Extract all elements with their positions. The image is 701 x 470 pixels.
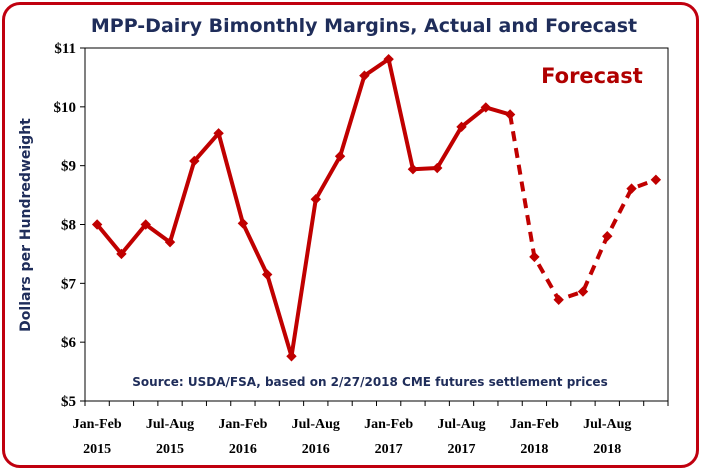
data-point	[626, 183, 637, 194]
x-axis: Jan-Feb 2015 Jul-Aug 2015 Jan-Feb 2016 Jul-Aug…	[73, 401, 669, 457]
chart-title: MPP-Dairy Bimonthly Margins, Actual and …	[91, 15, 637, 37]
data-point	[383, 53, 394, 65]
data-points	[91, 53, 662, 362]
x-tick-label: Jan-Feb	[364, 417, 413, 432]
y-tick-label: $5	[61, 394, 76, 410]
source-note: Source: USDA/FSA, based on 2/27/2018 CME…	[132, 375, 607, 389]
x-tick-year: 2016	[302, 442, 330, 457]
x-tick-year: 2016	[229, 442, 257, 457]
series-line-actual	[95, 57, 511, 359]
data-point	[261, 269, 273, 280]
x-tick-label: Jul-Aug	[437, 417, 485, 432]
x-tick-year: 2018	[593, 442, 621, 457]
x-tick-label: Jul-Aug	[583, 417, 631, 432]
data-point	[116, 248, 127, 260]
x-tick-year: 2017	[375, 442, 403, 457]
data-point	[237, 218, 249, 229]
y-axis: $5 $6 $7 $8 $9 $10 $11	[54, 41, 85, 410]
data-point	[553, 294, 564, 306]
data-point	[286, 351, 297, 362]
x-tick-label: Jan-Feb	[218, 417, 267, 432]
data-point	[189, 155, 200, 167]
y-tick-label: $8	[61, 218, 76, 234]
data-point	[164, 236, 176, 248]
data-point	[577, 286, 589, 297]
x-tick-label: Jan-Feb	[73, 417, 122, 432]
x-tick-year: 2018	[520, 442, 548, 457]
x-tick-year: 2015	[83, 442, 111, 457]
x-tick-label: Jan-Feb	[510, 417, 559, 432]
y-axis-label: Dollars per Hundredweight	[18, 118, 34, 332]
data-point	[432, 162, 443, 174]
data-point	[504, 109, 516, 120]
data-point	[529, 251, 540, 263]
x-tick-year: 2015	[156, 442, 184, 457]
y-tick-label: $9	[61, 159, 76, 175]
y-tick-label: $11	[54, 41, 76, 57]
x-tick-label: Jul-Aug	[146, 417, 194, 432]
data-point	[407, 163, 419, 175]
data-point	[650, 174, 662, 185]
data-point	[213, 128, 224, 139]
data-point	[602, 231, 613, 242]
y-tick-label: $6	[61, 335, 77, 351]
plot-area	[84, 47, 669, 402]
y-tick-label: $10	[54, 100, 77, 116]
data-point	[359, 70, 370, 81]
data-point	[334, 151, 346, 162]
forecast-annotation: Forecast	[541, 64, 643, 88]
data-point	[310, 193, 321, 205]
data-point	[480, 102, 492, 113]
data-point	[140, 219, 151, 230]
data-point	[456, 121, 467, 133]
x-tick-year: 2017	[448, 442, 476, 457]
y-tick-label: $7	[61, 276, 77, 292]
data-point	[91, 219, 103, 230]
x-tick-label: Jul-Aug	[292, 417, 340, 432]
